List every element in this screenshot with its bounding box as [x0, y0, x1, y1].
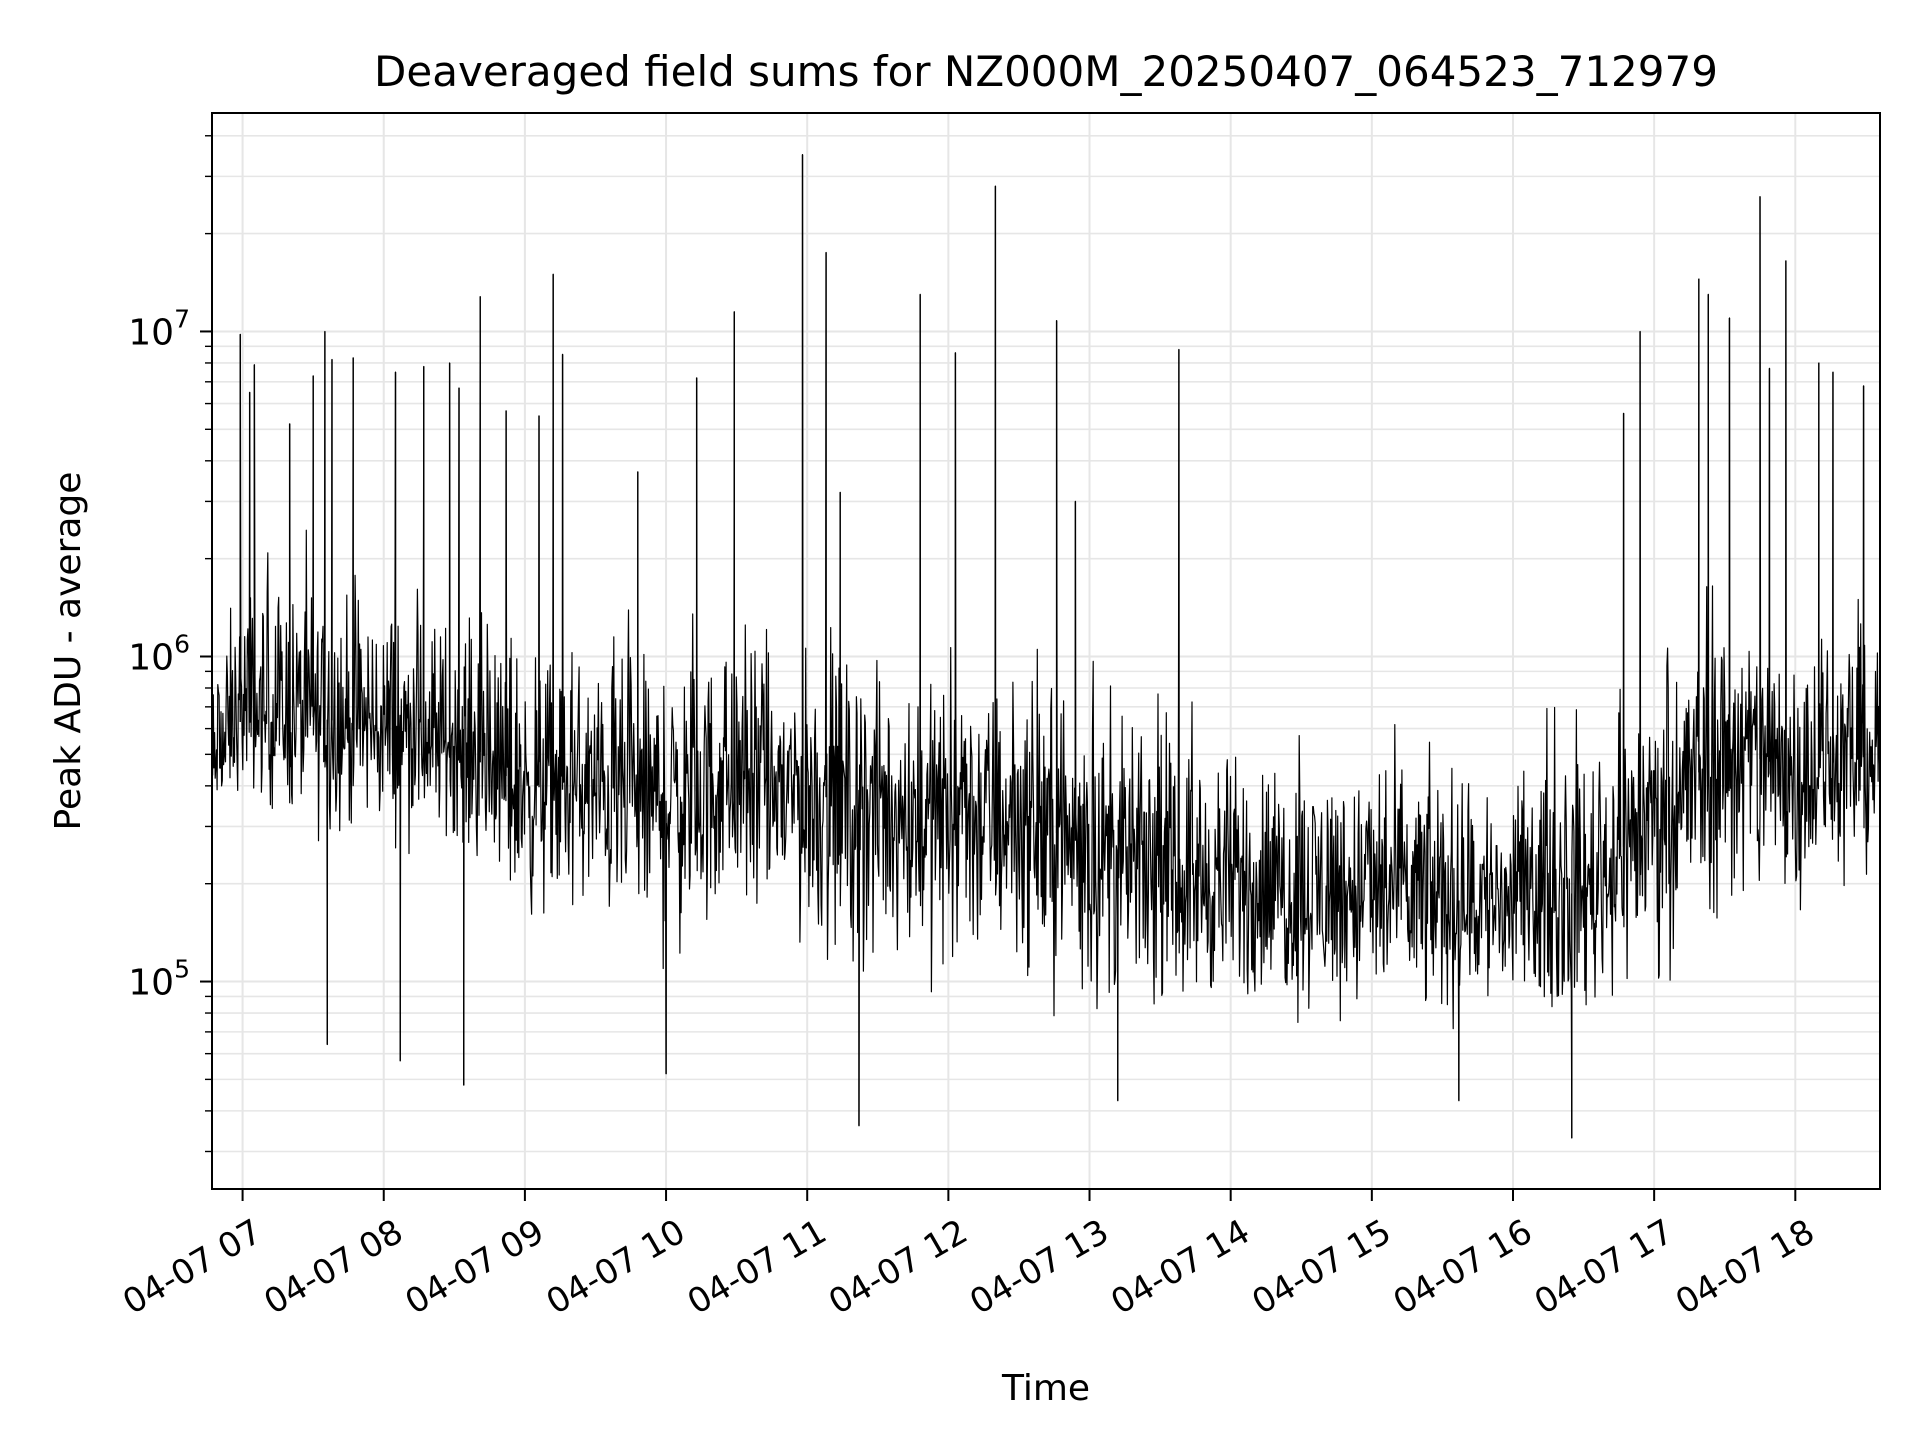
chart-title: Deaveraged field sums for NZ000M_2025040…	[374, 47, 1718, 96]
x-axis-label: Time	[1001, 1368, 1090, 1409]
y-axis-label: Peak ADU - average	[48, 472, 89, 831]
y-tick-label: 107	[128, 304, 190, 353]
plot-area-background	[212, 113, 1880, 1189]
y-tick-label: 105	[128, 955, 190, 1004]
data-line	[211, 154, 1881, 1139]
series-line	[211, 154, 1881, 1139]
y-tick-label: 106	[128, 629, 190, 678]
plot-frame	[211, 112, 1881, 1190]
